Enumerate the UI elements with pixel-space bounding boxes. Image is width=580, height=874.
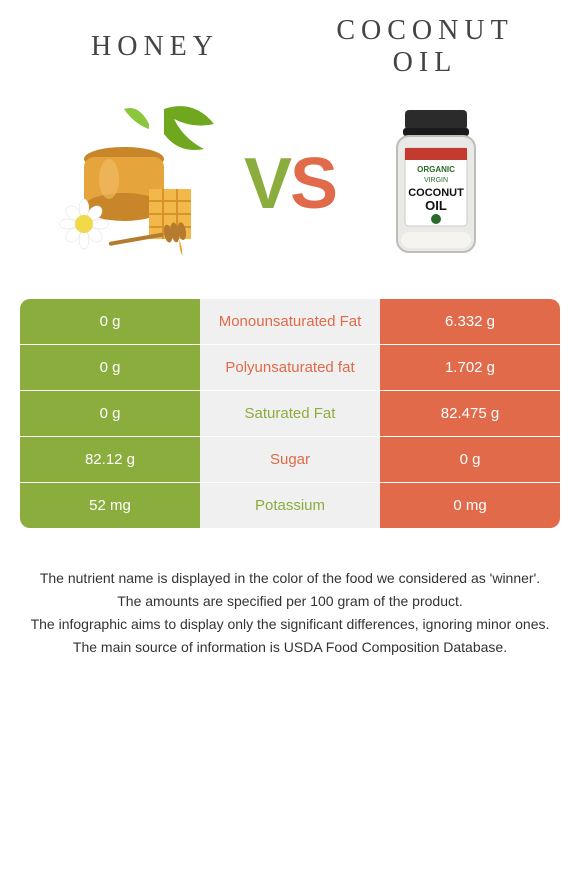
footer-notes: The nutrient name is displayed in the co… (0, 528, 580, 680)
images-row: VS ORGANIC VIRGIN COCONUT OIL (0, 89, 580, 299)
left-value-cell: 52 mg (20, 483, 200, 528)
right-value-cell: 1.702 g (380, 345, 560, 391)
nutrient-label-cell: Monounsaturated Fat (200, 299, 380, 345)
left-value-cell: 0 g (20, 345, 200, 391)
svg-text:ORGANIC: ORGANIC (417, 165, 455, 174)
left-value-cell: 0 g (20, 391, 200, 437)
comparison-table: 0 gMonounsaturated Fat6.332 g0 gPolyunsa… (0, 299, 580, 528)
header: HONEY COCONUT OIL (0, 0, 580, 89)
left-value-cell: 0 g (20, 299, 200, 345)
honey-image (54, 99, 234, 269)
right-value-cell: 0 mg (380, 483, 560, 528)
svg-text:VIRGIN: VIRGIN (424, 177, 448, 184)
vs-label: VS (244, 143, 336, 225)
right-food-title: COCONUT OIL (305, 15, 545, 79)
nutrient-label-cell: Polyunsaturated fat (200, 345, 380, 391)
right-value-cell: 6.332 g (380, 299, 560, 345)
nutrient-label-cell: Potassium (200, 483, 380, 528)
table-row: 0 gPolyunsaturated fat1.702 g (20, 345, 560, 391)
coconut-oil-jar-icon: ORGANIC VIRGIN COCONUT OIL (381, 104, 491, 264)
table-row: 52 mgPotassium0 mg (20, 483, 560, 528)
footer-line: The nutrient name is displayed in the co… (20, 568, 560, 589)
left-food-title: HONEY (35, 31, 275, 63)
coconut-oil-image: ORGANIC VIRGIN COCONUT OIL (346, 99, 526, 269)
footer-line: The infographic aims to display only the… (20, 614, 560, 635)
nutrient-label-cell: Sugar (200, 437, 380, 483)
table-row: 82.12 gSugar0 g (20, 437, 560, 483)
left-value-cell: 82.12 g (20, 437, 200, 483)
footer-line: The amounts are specified per 100 gram o… (20, 591, 560, 612)
footer-line: The main source of information is USDA F… (20, 637, 560, 658)
table-row: 0 gSaturated Fat82.475 g (20, 391, 560, 437)
nutrient-label-cell: Saturated Fat (200, 391, 380, 437)
right-value-cell: 82.475 g (380, 391, 560, 437)
table-row: 0 gMonounsaturated Fat6.332 g (20, 299, 560, 345)
svg-text:OIL: OIL (425, 198, 447, 213)
honey-jar-icon (54, 99, 234, 269)
right-value-cell: 0 g (380, 437, 560, 483)
